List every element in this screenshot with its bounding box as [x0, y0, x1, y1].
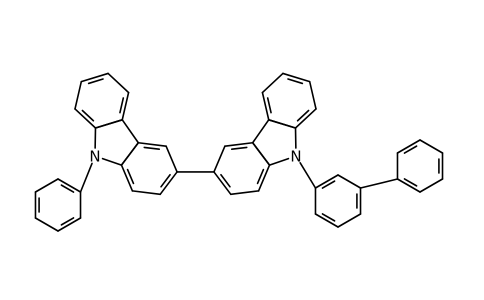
double-bond [143, 146, 161, 151]
bond [159, 171, 178, 196]
bond [80, 72, 109, 83]
double-bond [220, 173, 231, 188]
bond [268, 157, 290, 166]
double-bond [256, 168, 265, 185]
bond [121, 91, 130, 121]
bond [299, 162, 317, 189]
double-bond [60, 184, 75, 193]
double-bond [119, 97, 125, 114]
bond [419, 178, 444, 193]
atom-label: N [290, 148, 301, 166]
bond [294, 108, 317, 129]
bond [419, 139, 444, 154]
double-bond [160, 173, 171, 188]
bond [57, 178, 82, 193]
bond [337, 174, 362, 189]
double-bond [126, 168, 135, 185]
double-bond [81, 109, 95, 122]
bond [165, 145, 178, 173]
bond [251, 141, 271, 166]
double-bond [266, 97, 272, 114]
bond [257, 164, 271, 192]
double-bond [321, 213, 336, 222]
double-bond [296, 109, 310, 122]
bond [120, 141, 140, 166]
bond [120, 164, 134, 192]
bond [396, 178, 421, 193]
bond [101, 157, 123, 166]
bond [131, 190, 162, 196]
double-bond [287, 78, 304, 85]
bond [337, 213, 362, 228]
double-bond [403, 178, 418, 187]
bond [57, 217, 82, 232]
bond [308, 80, 317, 110]
bond [34, 217, 59, 232]
bond [251, 119, 270, 144]
biaryl-bond [359, 178, 399, 189]
atom-label: N [89, 148, 100, 166]
bond [282, 72, 311, 83]
bond [261, 91, 270, 121]
bond [229, 190, 260, 196]
bond [314, 174, 339, 189]
bond [213, 145, 226, 173]
bond [34, 178, 59, 193]
double-bond [321, 180, 336, 189]
bond [213, 171, 232, 196]
double-bond [230, 146, 248, 151]
bond [267, 119, 297, 129]
bonds [34, 72, 444, 232]
bond [396, 139, 421, 154]
bond [121, 119, 140, 144]
bond [79, 162, 93, 193]
bond [74, 80, 83, 110]
bond [74, 108, 97, 129]
bond [94, 119, 124, 129]
bond [314, 213, 339, 228]
bond [107, 72, 130, 94]
double-bond [60, 217, 75, 226]
bond [224, 141, 254, 147]
bond [261, 72, 284, 94]
double-bond [403, 145, 418, 154]
bond [137, 141, 167, 147]
double-bond [87, 78, 104, 85]
